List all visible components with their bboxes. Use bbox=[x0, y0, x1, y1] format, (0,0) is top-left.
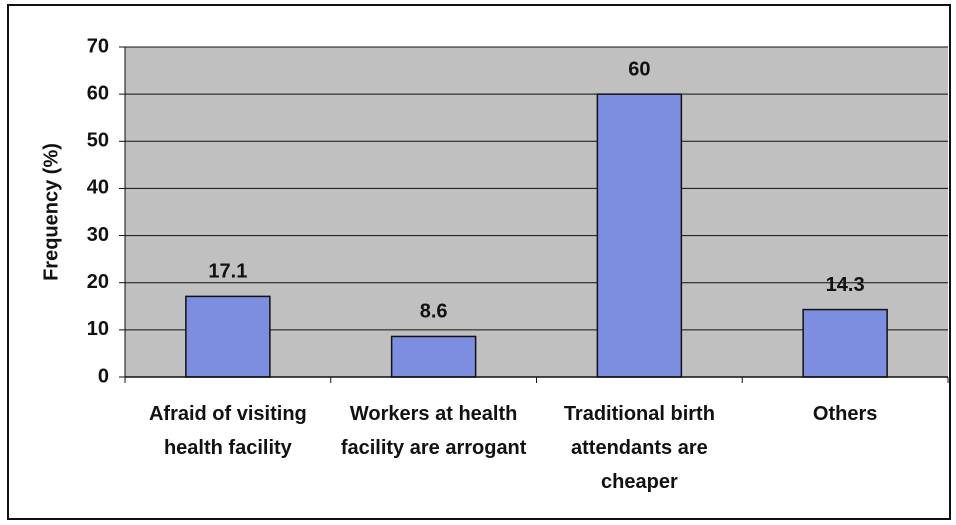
y-tick-label: 70 bbox=[87, 35, 109, 57]
y-axis-label: Frequency (%) bbox=[40, 143, 62, 281]
y-tick-label: 0 bbox=[98, 365, 109, 387]
data-label: 14.3 bbox=[826, 274, 865, 296]
y-tick-label: 60 bbox=[87, 82, 109, 104]
x-tick-label: Traditional birth attendants are cheaper bbox=[563, 403, 715, 493]
bar bbox=[802, 308, 888, 378]
y-tick-label: 40 bbox=[87, 177, 109, 199]
x-tick-label: Others bbox=[812, 403, 878, 425]
y-tick-label: 10 bbox=[87, 318, 109, 340]
y-tick-label: 50 bbox=[87, 130, 109, 152]
bar bbox=[185, 295, 271, 378]
y-tick-label: 30 bbox=[87, 224, 109, 246]
data-label: 60 bbox=[628, 58, 650, 80]
data-label: 17.1 bbox=[208, 261, 247, 283]
x-tick-label: Afraid of visiting health facility bbox=[148, 403, 307, 459]
data-label: 8.6 bbox=[420, 301, 448, 323]
y-tick-label: 20 bbox=[87, 271, 109, 293]
bar bbox=[390, 335, 477, 378]
x-tick-label: Workers at health facility are arrogant bbox=[340, 403, 527, 459]
bar bbox=[596, 93, 683, 378]
